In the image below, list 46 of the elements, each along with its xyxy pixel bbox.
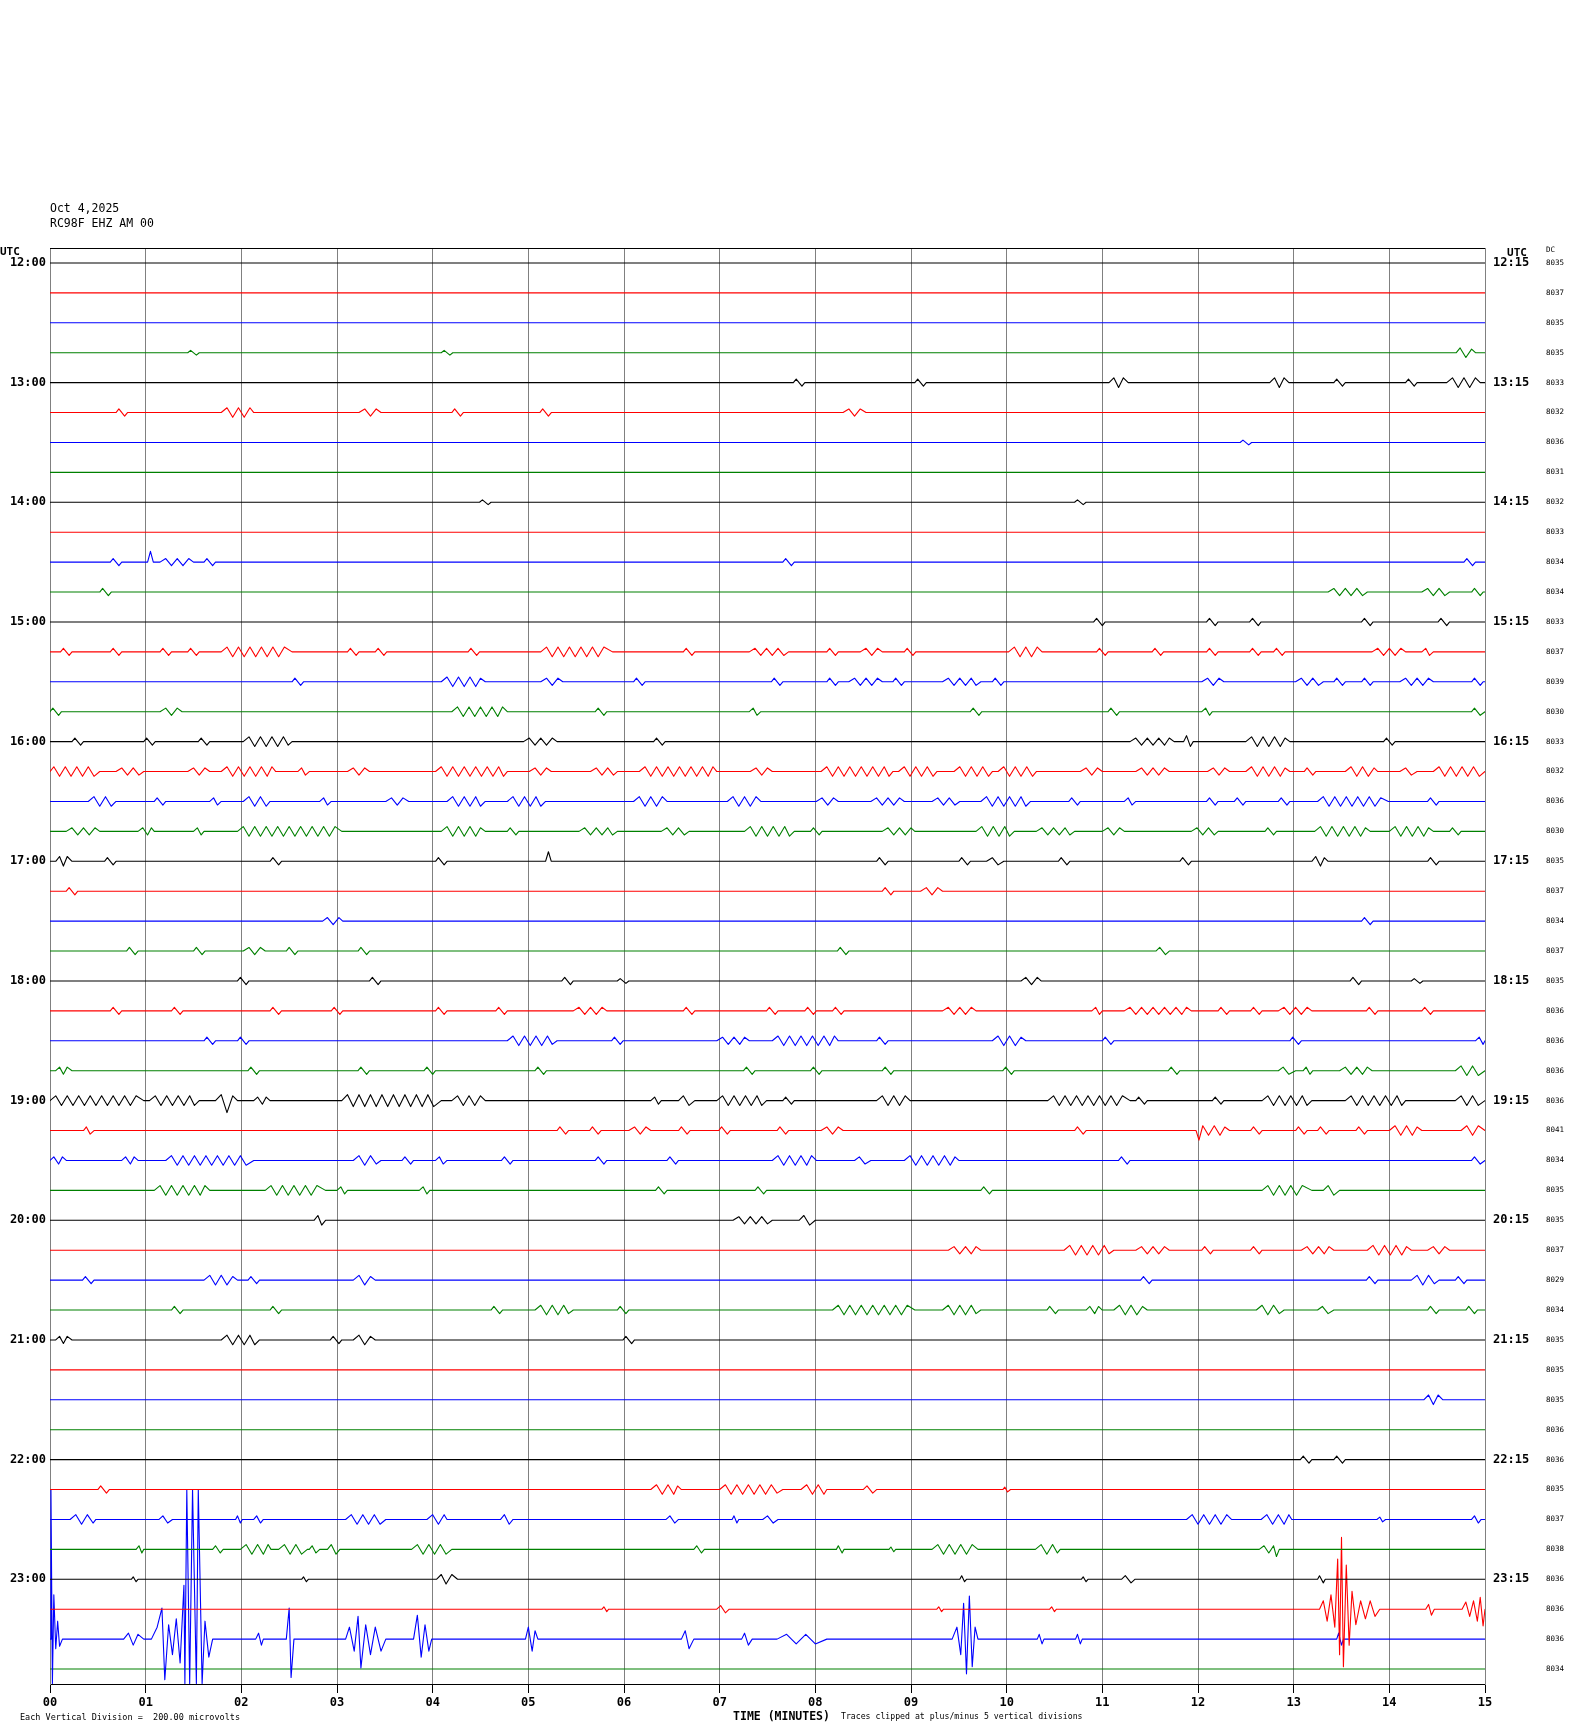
x-tick-label: 09 <box>903 1695 919 1710</box>
y2-tick-label: 12:15 <box>1493 255 1530 270</box>
x-tick-label: 05 <box>521 1695 536 1710</box>
x-tick-label: 11 <box>1095 1695 1110 1710</box>
x-tick-label: 08 <box>808 1695 823 1710</box>
x-tick-label: 10 <box>999 1695 1014 1710</box>
x-tick-label: 07 <box>712 1695 727 1710</box>
y-tick-label: 22:00 <box>9 1451 46 1466</box>
text: Traces clipped at plus/minus 5 vertical divisions <box>840 1711 1083 1722</box>
x-tick-label: 12 <box>1190 1695 1206 1710</box>
x-tick-label: 13 <box>1286 1695 1301 1710</box>
chart-subtitle: RC98F EHZ AM 00 <box>50 216 154 231</box>
x-tick-label: 00 <box>42 1695 58 1710</box>
y2-tick-label: 19:15 <box>1493 1092 1530 1107</box>
y2-tick-label: 22:15 <box>1493 1451 1530 1466</box>
y2-tick-label: 18:15 <box>1493 973 1530 988</box>
text: Each Vertical Division = 200.00 microvolts <box>20 1712 241 1723</box>
y-tick-label: 18:00 <box>9 973 46 988</box>
y2-tick-label: 17:15 <box>1493 853 1530 868</box>
y-tick-label: 17:00 <box>9 853 46 868</box>
y-tick-label: 16:00 <box>9 733 46 748</box>
y-tick-label: 14:00 <box>9 494 46 509</box>
x-axis-title: TIME (MINUTES) <box>733 1708 830 1723</box>
x-tick-label: 04 <box>425 1695 440 1710</box>
x-tick-label: 14 <box>1382 1695 1397 1710</box>
x-tick-label: 01 <box>138 1695 153 1710</box>
y-tick-label: 19:00 <box>9 1092 46 1107</box>
x-tick-label: 02 <box>234 1695 249 1710</box>
y2-tick-label: 21:15 <box>1493 1332 1530 1347</box>
y2-tick-label: 16:15 <box>1493 733 1530 748</box>
y-tick-label: 15:00 <box>9 614 46 629</box>
y2-tick-label: 14:15 <box>1493 494 1530 509</box>
y-tick-label: 13:00 <box>9 374 46 389</box>
chart-title: Oct 4,2025 <box>50 201 120 216</box>
y-tick-label: 21:00 <box>9 1332 46 1347</box>
y2-tick-label: 15:15 <box>1493 614 1530 629</box>
x-tick-label: 15 <box>1477 1695 1493 1710</box>
y-axis-title: UTC <box>0 244 20 258</box>
y-tick-label: 23:00 <box>9 1571 46 1586</box>
x-tick-label: 06 <box>616 1695 632 1710</box>
y-tick-label: 20:00 <box>9 1212 46 1227</box>
y2-tick-label: 23:15 <box>1493 1571 1530 1586</box>
y2-tick-label: 13:15 <box>1493 374 1530 389</box>
y2-tick-label: 20:15 <box>1493 1212 1530 1227</box>
y-tick-label: 12:00 <box>9 255 46 270</box>
x-tick-label: 03 <box>329 1695 345 1710</box>
